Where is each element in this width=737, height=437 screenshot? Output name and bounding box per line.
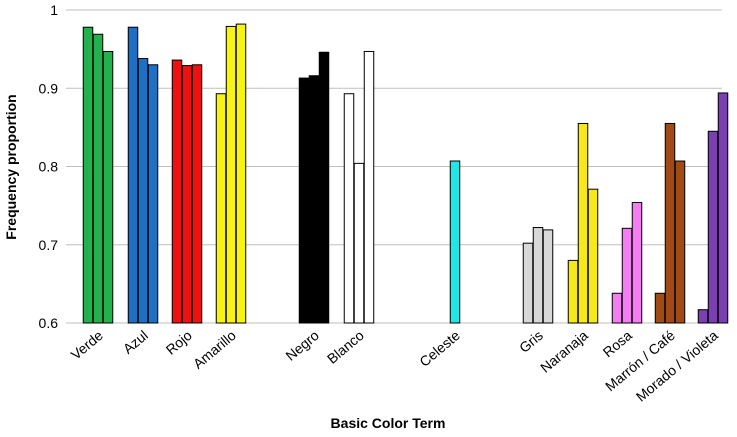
x-axis-title: Basic Color Term xyxy=(331,415,446,431)
bar-rosa-2 xyxy=(621,227,633,324)
bar-verde-3 xyxy=(102,50,114,324)
bar-marr-n-caf--2 xyxy=(664,122,676,324)
category-label: Negro xyxy=(282,327,322,364)
category-label: Rojo xyxy=(163,327,196,358)
bar-rosa-3 xyxy=(631,201,643,324)
y-tick-label: 0.9 xyxy=(39,80,59,96)
category-label: Amarillo xyxy=(190,327,239,372)
bar-marr-n-caf--3 xyxy=(674,160,686,324)
bar-rosa-1 xyxy=(611,292,623,324)
bar-azul-1 xyxy=(127,26,139,324)
bar-gris-1 xyxy=(522,242,534,324)
bar-blanco-1 xyxy=(343,93,355,324)
bar-rojo-3 xyxy=(191,64,203,324)
bar-celeste-2 xyxy=(449,160,461,324)
bar-negro-3 xyxy=(318,51,330,324)
category-label: Verde xyxy=(68,327,106,363)
bar-morado-violeta-1 xyxy=(697,309,709,324)
bars xyxy=(82,23,729,324)
bar-rojo-2 xyxy=(181,65,193,324)
y-axis-tick-labels: 0.6 0.7 0.8 0.9 1 xyxy=(39,2,59,331)
y-tick-label: 0.7 xyxy=(39,237,59,253)
y-tick-label: 0.6 xyxy=(39,315,59,331)
bar-naranaja-3 xyxy=(587,188,599,324)
category-label: Naranaja xyxy=(537,327,591,376)
category-label: Azul xyxy=(120,327,151,357)
bar-naranaja-2 xyxy=(577,122,589,324)
y-tick-label: 1 xyxy=(50,2,58,18)
bar-morado-violeta-3 xyxy=(717,92,729,324)
bar-gris-2 xyxy=(532,227,544,324)
bar-negro-2 xyxy=(308,75,320,324)
bar-gris-3 xyxy=(542,229,554,324)
category-label: Gris xyxy=(516,327,546,356)
bar-azul-3 xyxy=(147,64,159,324)
bar-negro-1 xyxy=(298,77,310,324)
bar-marr-n-caf--1 xyxy=(654,292,666,324)
bar-amarillo-1 xyxy=(215,93,227,324)
bar-rojo-1 xyxy=(171,59,183,324)
y-axis-title: Frequency proportion xyxy=(3,94,19,239)
bar-verde-1 xyxy=(82,26,94,324)
bar-verde-2 xyxy=(92,33,104,324)
bar-naranaja-1 xyxy=(567,259,579,324)
category-label: Celeste xyxy=(416,327,463,370)
category-label: Blanco xyxy=(324,327,367,367)
y-tick-label: 0.8 xyxy=(39,159,59,175)
bar-blanco-2 xyxy=(353,162,365,324)
bar-morado-violeta-2 xyxy=(707,130,719,324)
category-label: Rosa xyxy=(600,327,635,360)
bar-azul-2 xyxy=(137,58,149,324)
bar-amarillo-2 xyxy=(225,25,237,324)
bar-amarillo-3 xyxy=(235,23,247,324)
bar-blanco-3 xyxy=(363,50,375,324)
